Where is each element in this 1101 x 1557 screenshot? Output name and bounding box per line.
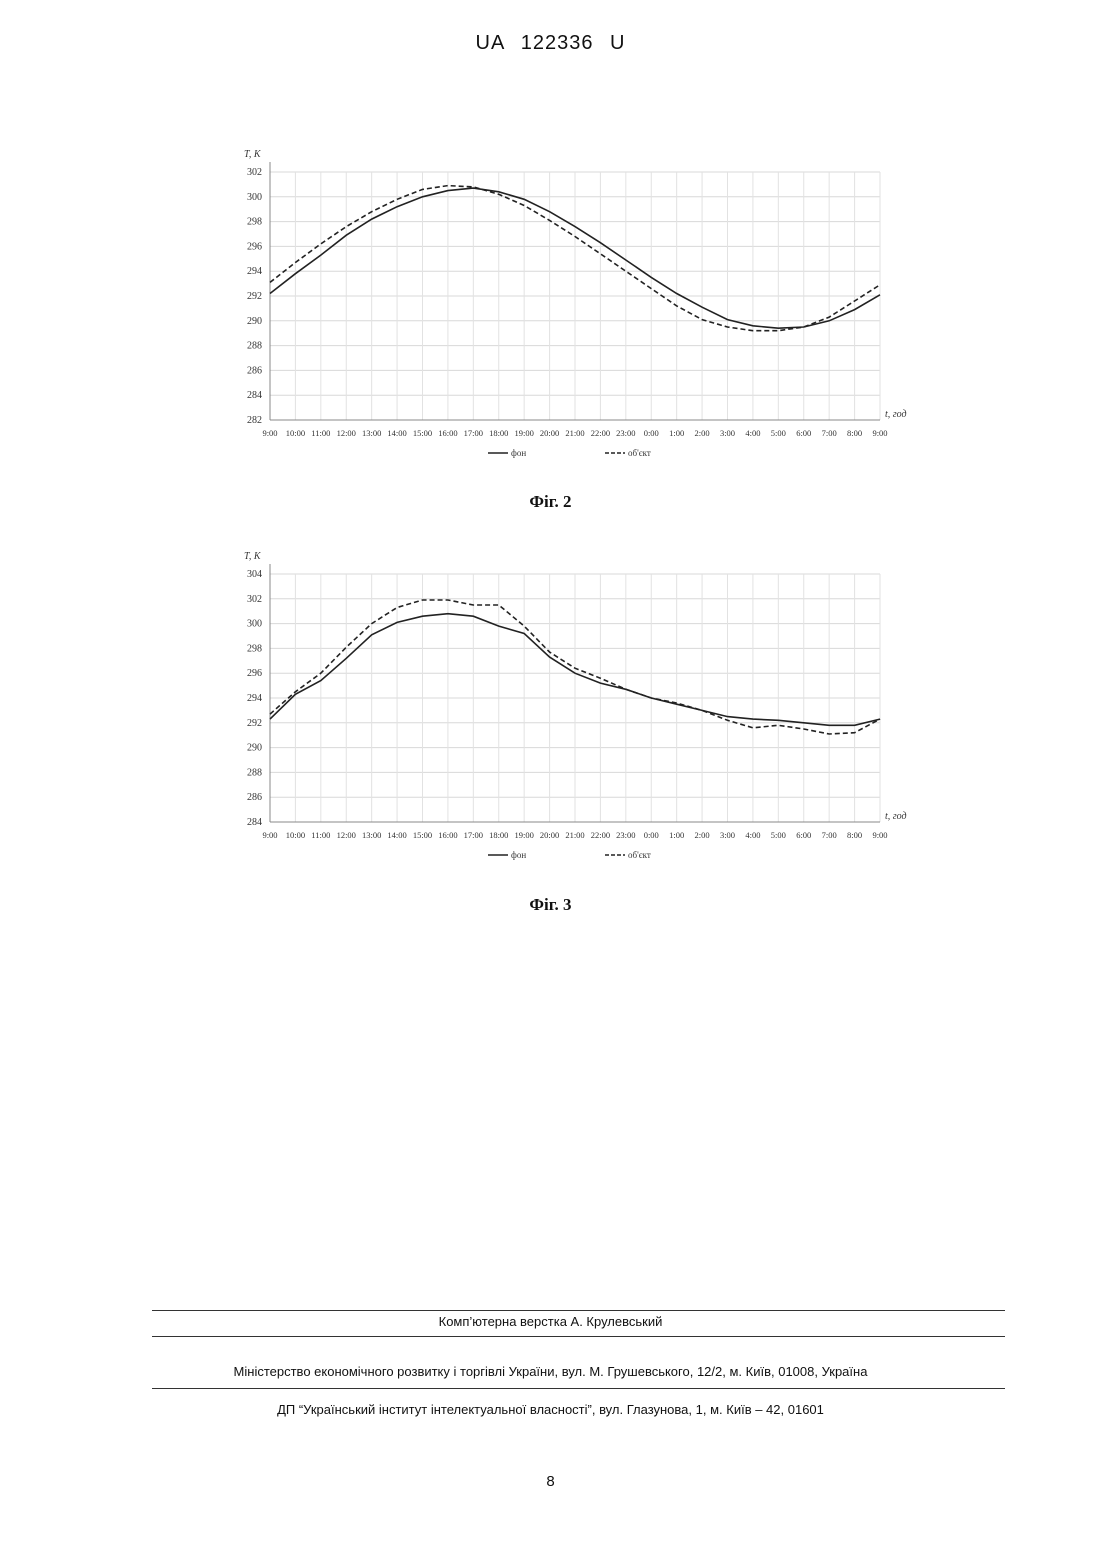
- x-tick-label: 9:00: [872, 830, 887, 840]
- footer-layout-credit: Комп’ютерна верстка А. Крулевський: [0, 1314, 1101, 1329]
- x-tick-label: 20:00: [540, 830, 559, 840]
- x-tick-label: 1:00: [669, 428, 684, 438]
- y-tick-label: 288: [247, 767, 262, 778]
- legend-label: об'єкт: [628, 850, 651, 860]
- y-tick-label: 290: [247, 743, 262, 754]
- x-tick-label: 7:00: [822, 428, 837, 438]
- y-tick-label: 300: [247, 192, 262, 203]
- x-tick-label: 4:00: [745, 428, 760, 438]
- x-tick-label: 22:00: [591, 428, 610, 438]
- x-tick-label: 2:00: [695, 830, 710, 840]
- y-tick-label: 304: [247, 569, 262, 580]
- y-tick-label: 302: [247, 167, 262, 178]
- footer-rule-middle: [152, 1336, 1005, 1337]
- x-tick-label: 0:00: [644, 830, 659, 840]
- footer-institute: ДП “Український інститут інтелектуальної…: [0, 1402, 1101, 1417]
- x-tick-label: 8:00: [847, 428, 862, 438]
- grid: [270, 574, 880, 822]
- x-tick-label: 7:00: [822, 830, 837, 840]
- x-tick-label: 18:00: [489, 830, 508, 840]
- y-tick-label: 292: [247, 291, 262, 302]
- footer-ministry: Міністерство економічного розвитку і тор…: [0, 1364, 1101, 1379]
- x-tick-label: 4:00: [745, 830, 760, 840]
- x-tick-label: 3:00: [720, 830, 735, 840]
- legend: фон об'єкт: [488, 850, 651, 860]
- x-tick-label: 13:00: [362, 830, 381, 840]
- x-tick-label: 9:00: [262, 428, 277, 438]
- y-tick-label: 300: [247, 619, 262, 630]
- y-tick-label: 294: [247, 266, 262, 277]
- figure-2: 282 284 286 288 290 292 294 296 298 300 302 9:00 10:…: [0, 140, 1101, 475]
- y-tick-label: 296: [247, 668, 262, 679]
- y-tick-label: 284: [247, 390, 262, 401]
- x-tick-label: 12:00: [337, 830, 356, 840]
- x-tick-label: 14:00: [387, 428, 406, 438]
- figure-2-chart: 282 284 286 288 290 292 294 296 298 300 302 9:00 10:…: [0, 140, 1101, 475]
- x-tick-label: 5:00: [771, 830, 786, 840]
- x-tick-label: 8:00: [847, 830, 862, 840]
- x-tick-label: 13:00: [362, 428, 381, 438]
- x-tick-label: 0:00: [644, 428, 659, 438]
- x-tick-label: 6:00: [796, 830, 811, 840]
- x-tick-label: 16:00: [438, 428, 457, 438]
- legend-label: фон: [511, 448, 526, 458]
- x-tick-label: 19:00: [514, 830, 533, 840]
- x-tick-label: 10:00: [286, 428, 305, 438]
- x-tick-label: 5:00: [771, 428, 786, 438]
- footer-rule-bottom: [152, 1388, 1005, 1389]
- x-tick-label: 10:00: [286, 830, 305, 840]
- y-tick-label: 286: [247, 792, 262, 803]
- figure-3-caption: Фіг. 3: [0, 895, 1101, 915]
- x-tick-label: 23:00: [616, 428, 635, 438]
- figure-3: 284 286 288 290 292 294 296 298 300 302 304 9:00 10:…: [0, 542, 1101, 877]
- figure-2-caption: Фіг. 2: [0, 492, 1101, 512]
- x-tick-label: 21:00: [565, 830, 584, 840]
- y-tick-label: 292: [247, 718, 262, 729]
- x-tick-label: 18:00: [489, 428, 508, 438]
- patent-number-header: UA 122336 U: [0, 32, 1101, 55]
- legend-label: фон: [511, 850, 526, 860]
- y-tick-label: 288: [247, 341, 262, 352]
- x-tick-label: 15:00: [413, 428, 432, 438]
- y-tick-label: 282: [247, 415, 262, 426]
- x-tick-label: 16:00: [438, 830, 457, 840]
- y-tick-label: 298: [247, 643, 262, 654]
- x-tick-label: 2:00: [695, 428, 710, 438]
- x-tick-label: 23:00: [616, 830, 635, 840]
- y-tick-label: 298: [247, 217, 262, 228]
- x-tick-label: 11:00: [311, 830, 330, 840]
- x-tick-label: 20:00: [540, 428, 559, 438]
- x-tick-label: 22:00: [591, 830, 610, 840]
- x-tick-label: 14:00: [387, 830, 406, 840]
- page-number: 8: [0, 1473, 1101, 1490]
- y-tick-label: 286: [247, 365, 262, 376]
- x-tick-label: 9:00: [872, 428, 887, 438]
- x-tick-label: 12:00: [337, 428, 356, 438]
- footer-rule-top: [152, 1310, 1005, 1311]
- y-tick-label: 284: [247, 817, 262, 828]
- y-tick-label: 294: [247, 693, 262, 704]
- grid: [270, 172, 880, 420]
- x-tick-label: 9:00: [262, 830, 277, 840]
- y-axis-label: T, K: [244, 149, 262, 160]
- x-tick-label: 1:00: [669, 830, 684, 840]
- legend-label: об'єкт: [628, 448, 651, 458]
- x-tick-label: 15:00: [413, 830, 432, 840]
- x-tick-label: 17:00: [464, 830, 483, 840]
- x-tick-label: 21:00: [565, 428, 584, 438]
- x-tick-label: 19:00: [514, 428, 533, 438]
- y-axis-label: T, K: [244, 551, 262, 562]
- figure-3-chart: 284 286 288 290 292 294 296 298 300 302 304 9:00 10:…: [0, 542, 1101, 877]
- x-axis-label: t, год: [885, 811, 907, 822]
- legend: фон об'єкт: [488, 448, 651, 458]
- x-tick-label: 3:00: [720, 428, 735, 438]
- x-tick-label: 6:00: [796, 428, 811, 438]
- x-tick-label: 11:00: [311, 428, 330, 438]
- y-tick-label: 302: [247, 594, 262, 605]
- y-tick-label: 290: [247, 316, 262, 327]
- x-axis-label: t, год: [885, 409, 907, 420]
- x-tick-label: 17:00: [464, 428, 483, 438]
- y-tick-label: 296: [247, 241, 262, 252]
